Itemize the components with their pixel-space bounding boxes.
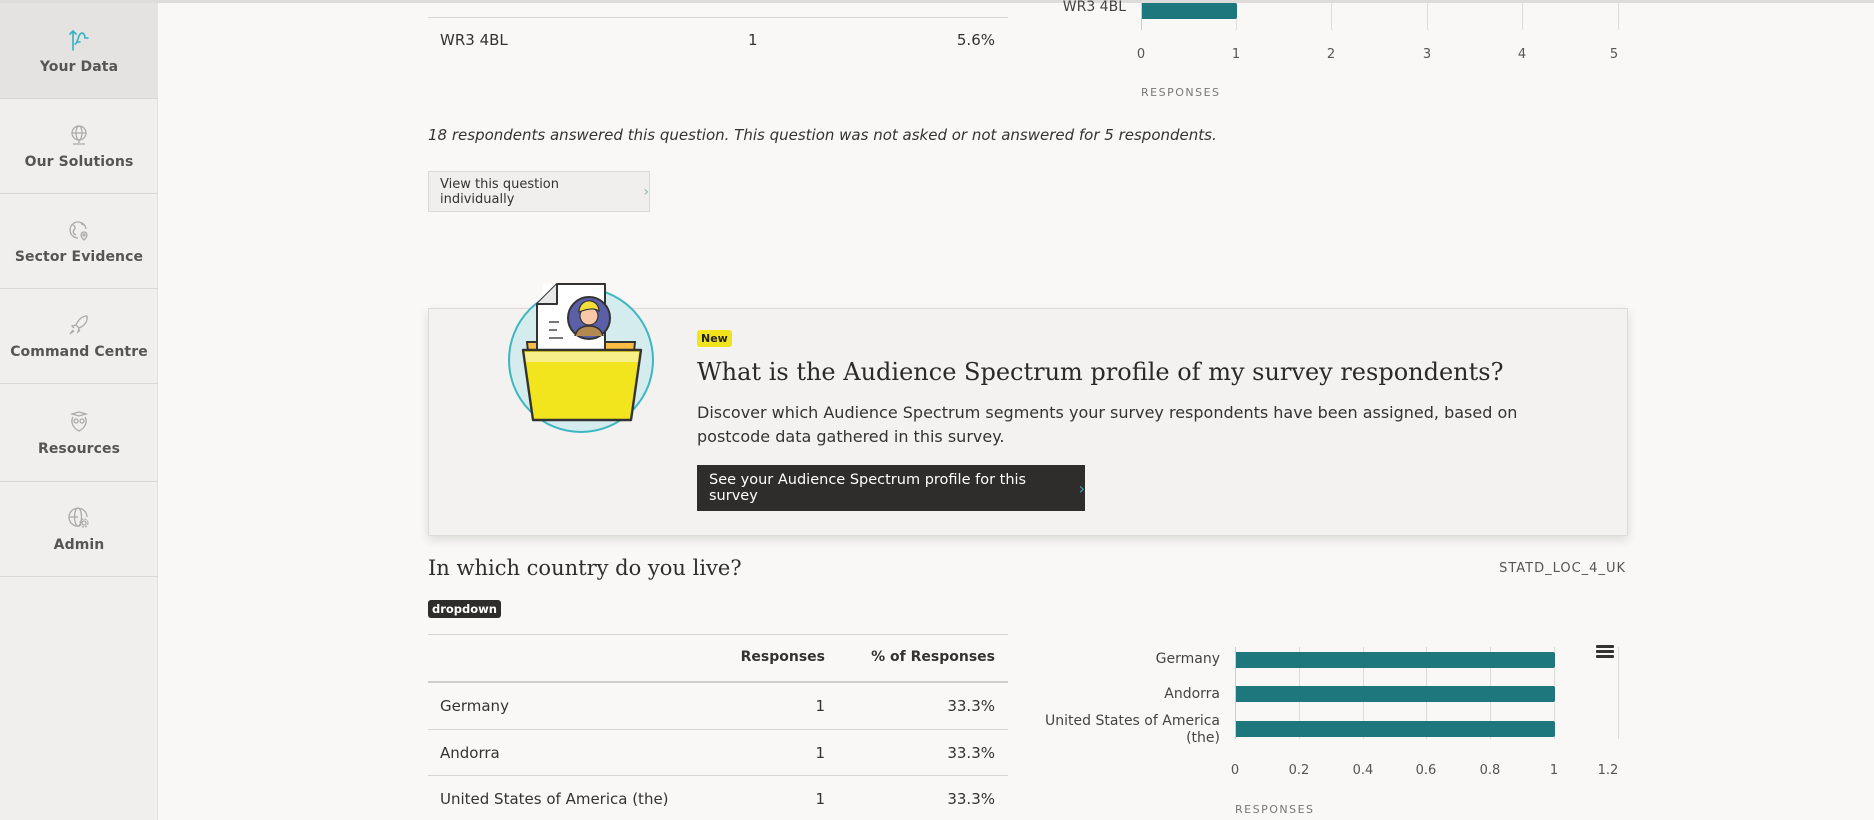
gridline: [1618, 647, 1619, 739]
sidebar-item-sector-evidence[interactable]: Sector Evidence: [0, 194, 158, 289]
x-tick: 0: [1230, 763, 1240, 778]
x-tick: 4: [1517, 47, 1527, 62]
promo-card-description: Discover which Audience Spectrum segment…: [697, 403, 1518, 446]
x-tick: 2: [1326, 47, 1336, 62]
x-tick: 1.2: [1597, 763, 1619, 778]
chart-bar[interactable]: [1142, 3, 1237, 19]
sidebar-item-your-data[interactable]: Your Data: [0, 3, 158, 99]
chart-category-label: (the): [1186, 730, 1220, 746]
sidebar-item-command-centre[interactable]: Command Centre: [0, 289, 158, 384]
row-divider: [428, 729, 1008, 730]
respondents-note: 18 respondents answered this question. T…: [428, 126, 1217, 144]
button-label: See your Audience Spectrum profile for t…: [709, 472, 1027, 504]
x-tick: 0: [1136, 47, 1146, 62]
gridline: [1141, 3, 1142, 30]
chevron-right-icon: ›: [1078, 478, 1085, 498]
chart-bar-andorra[interactable]: [1236, 686, 1555, 702]
table-cell-percent: 33.3%: [947, 697, 995, 715]
sidebar-item-label: Our Solutions: [24, 154, 134, 170]
x-tick: 1: [1231, 47, 1241, 62]
sidebar-item-label: Resources: [37, 440, 121, 457]
globe-gear-icon: [66, 505, 92, 531]
question-title: In which country do you live?: [428, 556, 742, 580]
table-cell-label: WR3 4BL: [440, 31, 508, 49]
table-cell-label: Andorra: [440, 744, 500, 762]
sidebar-item-label: Your Data: [39, 58, 119, 75]
sidebar-item-label: Sector Evidence: [14, 249, 144, 265]
row-divider: [428, 775, 1008, 776]
table-cell-percent: 5.6%: [956, 31, 995, 49]
button-label: View this question individually: [440, 176, 559, 207]
gridline: [1235, 647, 1236, 739]
chart-bar-usa[interactable]: [1236, 721, 1555, 737]
sidebar-item-our-solutions[interactable]: Our Solutions: [0, 99, 158, 194]
table-cell-responses: 1: [815, 790, 825, 808]
chart-category-label: Andorra: [1164, 686, 1220, 702]
globe-pin-icon: [66, 217, 92, 243]
question-type-badge: dropdown: [428, 600, 501, 618]
table-cell-responses: 1: [815, 697, 825, 715]
your-data-icon: [66, 27, 92, 53]
chevron-right-icon: ›: [643, 183, 649, 200]
gridline: [1427, 3, 1428, 30]
view-question-individually-button[interactable]: View this question individually ›: [428, 171, 650, 212]
folder-profile-illustration: [507, 282, 657, 434]
see-audience-spectrum-profile-button[interactable]: See your Audience Spectrum profile for t…: [697, 465, 1085, 511]
top-border: [0, 0, 1874, 3]
globe-stand-icon: [66, 122, 92, 148]
sidebar-item-resources[interactable]: Resources: [0, 384, 158, 482]
chart-bar-germany[interactable]: [1236, 652, 1555, 668]
table-top-border: [428, 634, 1008, 635]
x-axis-title: RESPONSES: [1141, 86, 1221, 99]
gridline: [1331, 3, 1332, 30]
x-axis-title: RESPONSES: [1235, 803, 1315, 816]
new-badge: New: [697, 330, 732, 347]
table-cell-responses: 1: [748, 31, 758, 49]
x-tick: 3: [1422, 47, 1432, 62]
sidebar-item-label: Command Centre: [10, 344, 148, 360]
sidebar-item-label: Admin: [53, 537, 105, 553]
promo-card-title: What is the Audience Spectrum profile of…: [697, 358, 1504, 386]
gridline: [1522, 3, 1523, 30]
table-divider: [428, 17, 1008, 18]
table-cell-percent: 33.3%: [947, 790, 995, 808]
column-header-percent: % of Responses: [871, 649, 995, 665]
table-cell-percent: 33.3%: [947, 744, 995, 762]
x-tick: 0.4: [1352, 763, 1374, 778]
sidebar-item-admin[interactable]: Admin: [0, 482, 158, 577]
chart-category-label: WR3 4BL: [1062, 0, 1126, 15]
table-cell-label: United States of America (the): [440, 790, 669, 808]
x-tick: 0.6: [1415, 763, 1437, 778]
chart-category-label: United States of America: [1045, 713, 1220, 729]
gridline: [1618, 3, 1619, 30]
rocket-icon: [66, 312, 92, 338]
x-tick: 0.2: [1288, 763, 1310, 778]
table-cell-label: Germany: [440, 697, 509, 715]
table-header-border: [428, 681, 1008, 683]
owl-icon: [66, 409, 92, 435]
chart-category-label: Germany: [1155, 651, 1220, 667]
question-code: STATD_LOC_4_UK: [1499, 561, 1626, 576]
column-header-responses: Responses: [740, 649, 825, 665]
table-cell-responses: 1: [815, 744, 825, 762]
hamburger-menu-icon[interactable]: [1596, 645, 1614, 659]
x-tick: 1: [1549, 763, 1559, 778]
x-tick: 5: [1609, 47, 1619, 62]
sidebar: Your Data Our Solutions Sector Evidence …: [0, 3, 158, 820]
x-tick: 0.8: [1479, 763, 1501, 778]
